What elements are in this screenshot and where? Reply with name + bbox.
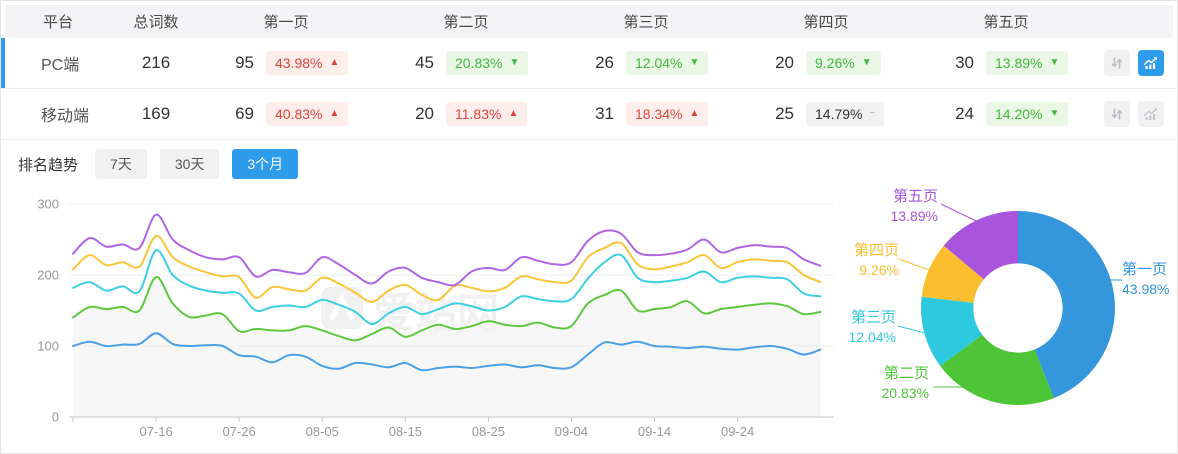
col-header-page1: 第一页 xyxy=(263,14,309,31)
page3-count: 31 xyxy=(595,104,614,123)
tab-3months[interactable]: 3个月 xyxy=(232,149,299,179)
platform-label: PC端 xyxy=(41,57,80,74)
trend-title: 排名趋势 xyxy=(18,156,79,174)
svg-text:09-14: 09-14 xyxy=(638,424,671,439)
svg-text:09-04: 09-04 xyxy=(555,424,588,439)
donut-label-page4: 第四页 9.26% xyxy=(853,242,899,278)
page2-change-badge: 20.83% ▼ xyxy=(446,50,529,76)
col-header-page2: 第二页 xyxy=(443,14,489,31)
svg-text:0: 0 xyxy=(52,410,59,425)
tab-7days[interactable]: 7天 xyxy=(95,149,147,179)
svg-text:07-16: 07-16 xyxy=(139,424,172,439)
trend-chart-icon xyxy=(1143,57,1158,69)
page4-count: 25 xyxy=(775,104,794,123)
svg-text:08-15: 08-15 xyxy=(389,424,422,439)
page1-count: 95 xyxy=(235,53,254,72)
page-distribution-chart: 第一页 43.98% 第二页 20.83% 第三页 12.04% 第四页 9.2… xyxy=(841,171,1177,453)
down-arrow-icon: ▼ xyxy=(509,56,520,68)
col-header-page3: 第三页 xyxy=(623,14,669,31)
donut-label-page5: 第五页 13.89% xyxy=(890,188,938,224)
down-arrow-icon: ▼ xyxy=(689,56,700,68)
page1-change-badge: 40.83% ▲ xyxy=(266,101,349,127)
table-row-mobile[interactable]: 移动端 169 69 40.83% ▲ 20 11.83% ▲ 31 18.34% ▲… xyxy=(1,89,1177,140)
table-header: 平台 总词数 第一页 第二页 第三页 第四页 第五页 xyxy=(5,5,1173,38)
donut-leader-lines xyxy=(897,203,1122,388)
up-arrow-icon: ▲ xyxy=(689,107,700,119)
page1-count: 69 xyxy=(235,104,254,123)
trend-toolbar: 排名趋势 7天 30天 3个月 xyxy=(18,149,299,179)
svg-text:07-26: 07-26 xyxy=(222,424,255,439)
platform-label: 移动端 xyxy=(41,108,90,125)
up-arrow-icon: ▲ xyxy=(508,107,519,119)
total-words-value: 216 xyxy=(141,53,171,72)
col-header-platform: 平台 xyxy=(43,14,74,31)
page2-count: 45 xyxy=(415,53,434,72)
trend-line-chart: 爱站网 0 100 200 300 07-16 07-26 08-05 08-15 08-25 09… xyxy=(37,197,834,439)
sort-updown-icon xyxy=(1111,57,1123,69)
svg-text:300: 300 xyxy=(37,197,59,212)
donut-label-page2: 第二页 20.83% xyxy=(881,365,929,401)
col-header-page5: 第五页 xyxy=(983,14,1029,31)
total-words-value: 169 xyxy=(141,104,171,123)
svg-text:08-05: 08-05 xyxy=(306,424,339,439)
up-arrow-icon: ▲ xyxy=(329,56,340,68)
table-row-pc[interactable]: PC端 216 95 43.98% ▲ 45 20.83% ▼ 26 12.04% ▼… xyxy=(1,38,1177,89)
page5-count: 24 xyxy=(955,104,974,123)
page2-change-badge: 11.83% ▲ xyxy=(446,101,528,127)
trend-chart-button[interactable] xyxy=(1138,50,1164,76)
page-distribution-donut xyxy=(897,203,1122,405)
page3-change-badge: 18.34% ▲ xyxy=(626,101,709,127)
page3-count: 26 xyxy=(595,53,614,72)
page4-change-badge: 14.79% − xyxy=(806,101,885,127)
svg-text:100: 100 xyxy=(37,339,59,354)
down-arrow-icon: ▼ xyxy=(1049,56,1060,68)
page5-count: 30 xyxy=(955,53,974,72)
sort-updown-icon xyxy=(1111,108,1123,120)
watermark-text: 爱站网 xyxy=(373,290,499,337)
trend-chart-button[interactable] xyxy=(1138,101,1164,127)
page4-count: 20 xyxy=(775,53,794,72)
donut-label-page1: 第一页 43.98% xyxy=(1122,261,1170,297)
flat-dash-icon: − xyxy=(869,107,876,119)
page3-change-badge: 12.04% ▼ xyxy=(626,50,709,76)
down-arrow-icon: ▼ xyxy=(861,56,872,68)
page1-change-badge: 43.98% ▲ xyxy=(266,50,349,76)
svg-text:09-24: 09-24 xyxy=(721,424,754,439)
svg-text:200: 200 xyxy=(37,268,59,283)
donut-label-page3: 第三页 12.04% xyxy=(848,309,896,345)
page5-change-badge: 13.89% ▼ xyxy=(986,50,1069,76)
sort-updown-button[interactable] xyxy=(1104,101,1130,127)
up-arrow-icon: ▲ xyxy=(329,107,340,119)
down-arrow-icon: ▼ xyxy=(1049,107,1060,119)
sort-updown-button[interactable] xyxy=(1104,50,1130,76)
page5-change-badge: 14.20% ▼ xyxy=(986,101,1069,127)
tab-30days[interactable]: 30天 xyxy=(159,149,220,179)
svg-text:08-25: 08-25 xyxy=(472,424,505,439)
col-header-page4: 第四页 xyxy=(803,14,849,31)
page2-count: 20 xyxy=(415,104,434,123)
page4-change-badge: 9.26% ▼ xyxy=(806,50,881,76)
col-header-total: 总词数 xyxy=(133,14,179,31)
trend-chart-icon xyxy=(1143,108,1158,120)
